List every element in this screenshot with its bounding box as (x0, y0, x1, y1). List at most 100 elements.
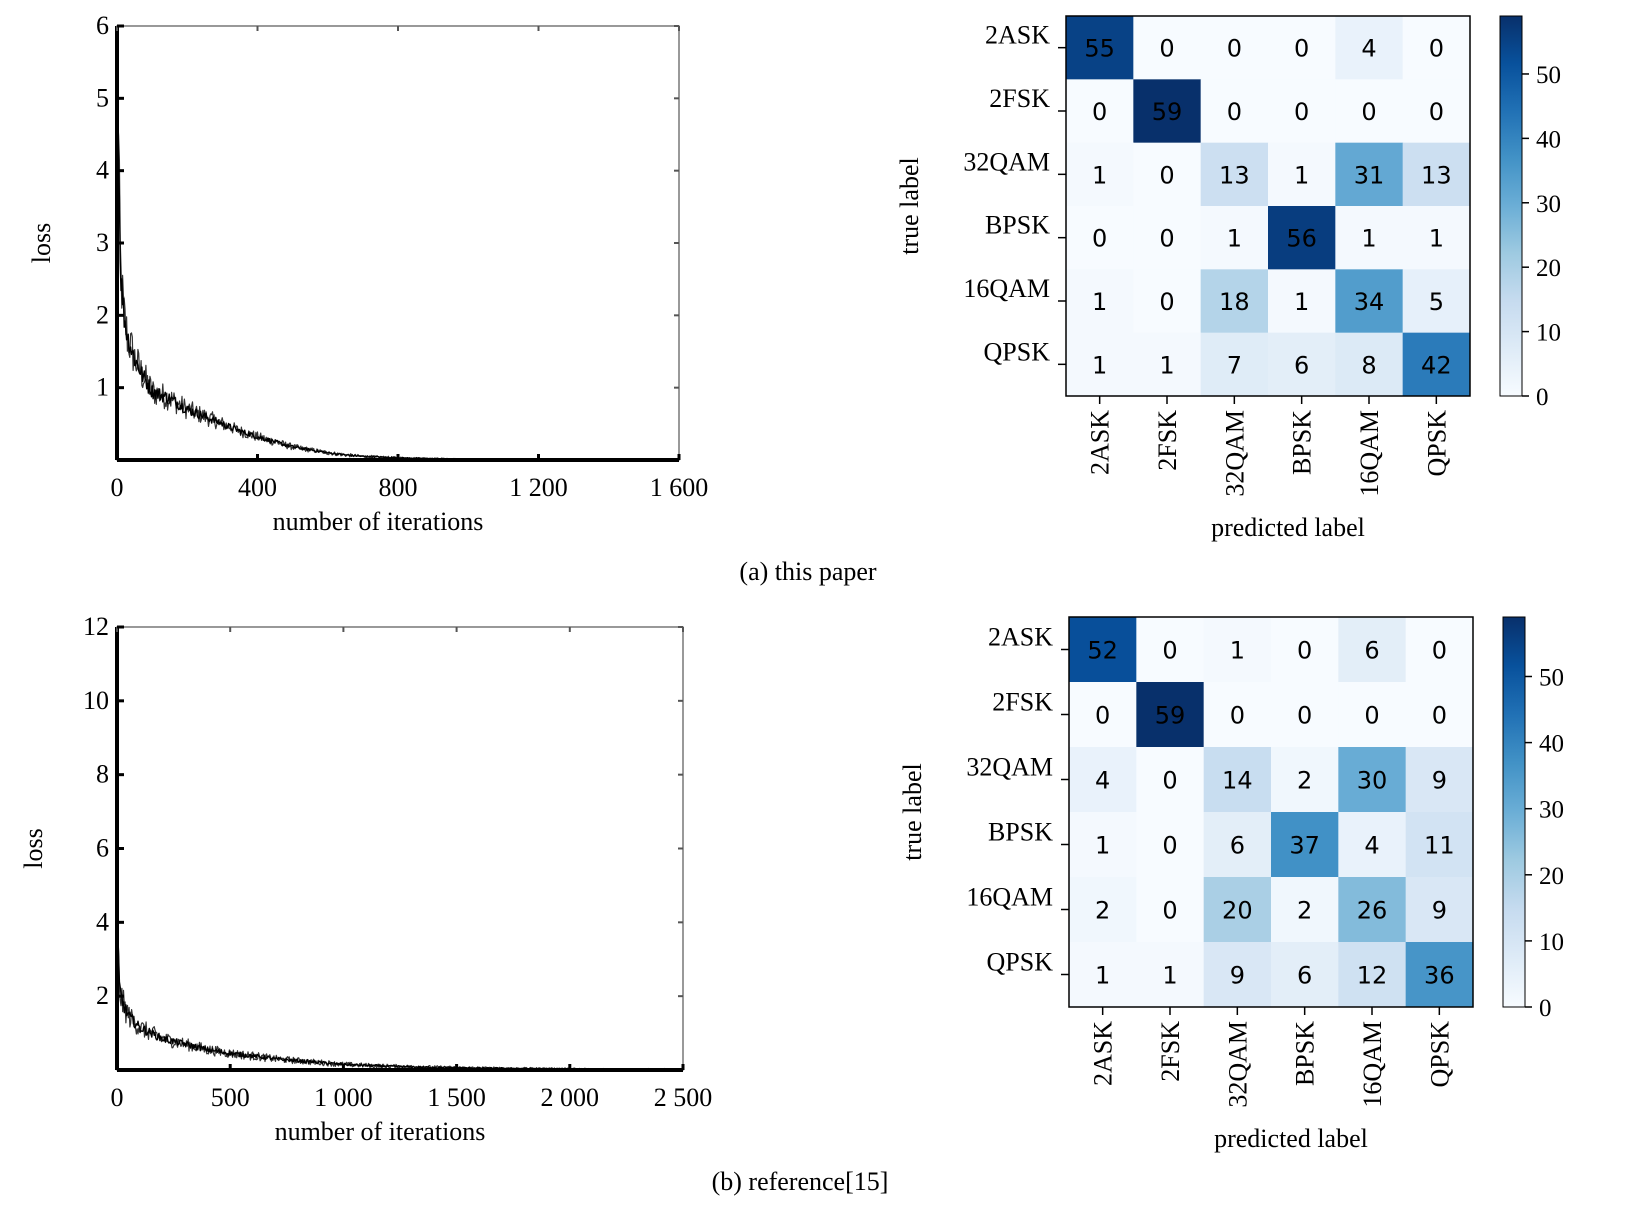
cm-cell-value: 9 (1230, 962, 1245, 990)
cm-cell (1268, 206, 1336, 270)
cm-cell-value: 36 (1424, 962, 1455, 990)
cm-cell-value: 0 (1297, 637, 1312, 665)
cm-cell-value: 0 (1361, 98, 1376, 126)
cm-cell (1271, 812, 1339, 878)
confusion-matrix-a: 55 0 0 0 4 00 59 0 0 0 01 0 13 1 31 130 0 1 56 1 11 0 18 1 34 51 1… (895, 15, 1561, 542)
cm-cell (1136, 747, 1205, 813)
row-label: 2ASK (985, 21, 1050, 50)
colorbar-tick-label: 10 (1539, 929, 1564, 956)
col-label: QPSK (1425, 1021, 1454, 1088)
cm-y-axis-label: true label (895, 157, 924, 254)
cm-cell-value: 0 (1092, 98, 1107, 126)
cm-x-axis-label: predicted label (1214, 1124, 1368, 1153)
cm-cell-value: 13 (1219, 161, 1250, 189)
col-label: 32QAM (1223, 1021, 1252, 1108)
caption-a: (a) this paper (739, 557, 877, 586)
col-label: 2ASK (1086, 410, 1115, 475)
cm-cell-value: 1 (1162, 962, 1177, 990)
cm-cell-value: 6 (1364, 637, 1379, 665)
cm-cell-value: 12 (1357, 962, 1388, 990)
cm-cell (1200, 269, 1269, 334)
cm-cell-value: 55 (1084, 35, 1115, 63)
y-tick-label: 10 (83, 686, 109, 715)
x-tick-label: 800 (379, 473, 418, 502)
cm-cell-value: 0 (1364, 702, 1379, 730)
row-label: 32QAM (963, 147, 1050, 176)
cm-cell (1402, 206, 1471, 270)
cm-cell (1335, 79, 1404, 144)
x-tick-label: 1 200 (509, 473, 568, 502)
cm-cell-value: 37 (1289, 832, 1320, 860)
cm-cell (1133, 332, 1202, 397)
cm-cell (1338, 617, 1407, 683)
x-tick-label: 2 000 (541, 1083, 600, 1112)
cm-cell (1402, 142, 1471, 207)
cm-cell (1069, 877, 1137, 943)
cm-cell (1402, 332, 1471, 397)
cm-cell-value: 1 (1092, 288, 1107, 316)
cm-cell (1271, 682, 1339, 748)
colorbar-tick-label: 40 (1539, 731, 1564, 758)
cm-cell-value: 9 (1432, 767, 1447, 795)
y-tick-label: 3 (96, 228, 109, 257)
colorbar-tick-label: 30 (1539, 797, 1564, 824)
cm-cell-value: 4 (1361, 35, 1376, 63)
cm-cell-value: 0 (1429, 98, 1444, 126)
cm-cell (1203, 617, 1272, 683)
cm-cell-value: 1 (1361, 225, 1376, 253)
cm-frame (1068, 616, 1474, 1008)
cm-cell (1338, 747, 1407, 813)
colorbar (1502, 616, 1526, 1008)
plot-frame (116, 626, 684, 1071)
y-tick-label: 4 (96, 156, 109, 185)
y-tick-label: 6 (96, 11, 109, 40)
cm-cell-value: 6 (1230, 832, 1245, 860)
cm-cell-value: 0 (1162, 767, 1177, 795)
cm-cell (1133, 206, 1202, 270)
cm-cell-value: 11 (1424, 832, 1455, 860)
cm-cell (1338, 682, 1407, 748)
plot-frame (116, 25, 680, 461)
cm-cell (1133, 16, 1202, 80)
cm-cell (1203, 682, 1272, 748)
col-label: 2ASK (1089, 1021, 1118, 1086)
cm-cell-value: 18 (1219, 288, 1250, 316)
cm-cell-value: 1 (1429, 225, 1444, 253)
cm-cell-value: 42 (1421, 351, 1452, 379)
cm-cell-value: 56 (1286, 225, 1317, 253)
y-tick-label: 1 (96, 373, 109, 402)
colorbar-tick-label: 30 (1536, 191, 1561, 218)
row-label: 16QAM (966, 883, 1053, 912)
cm-cell-value: 0 (1159, 288, 1174, 316)
cm-cell-value: 0 (1159, 225, 1174, 253)
cm-cell (1203, 747, 1272, 813)
x-tick-label: 0 (111, 473, 124, 502)
cm-cell (1268, 332, 1336, 397)
cm-cell-value: 0 (1297, 702, 1312, 730)
cm-cell (1335, 206, 1404, 270)
cm-cell (1271, 617, 1339, 683)
cm-cell-value: 52 (1087, 637, 1118, 665)
cm-cell (1069, 747, 1137, 813)
cm-cell-value: 0 (1294, 35, 1309, 63)
row-label: QPSK (987, 948, 1054, 977)
col-label: 16QAM (1358, 1021, 1387, 1108)
row-label: QPSK (984, 337, 1051, 366)
cm-cell-value: 13 (1421, 161, 1452, 189)
cm-cell-value: 14 (1222, 767, 1253, 795)
cm-cell (1405, 942, 1474, 1008)
cm-cell-value: 4 (1095, 767, 1110, 795)
cm-cell (1268, 79, 1336, 144)
cm-cell (1338, 812, 1407, 878)
cm-cell-value: 2 (1297, 897, 1312, 925)
cm-cell (1402, 16, 1471, 80)
cm-cell (1335, 269, 1404, 334)
caption-b: (b) reference[15] (712, 1167, 889, 1196)
y-axis-label: loss (19, 828, 48, 868)
row-label: 2ASK (988, 623, 1053, 652)
cm-cell (1335, 16, 1404, 80)
cm-cell (1136, 877, 1205, 943)
cm-cell-value: 6 (1294, 351, 1309, 379)
cm-cell-value: 1 (1095, 962, 1110, 990)
cm-cell-value: 0 (1432, 637, 1447, 665)
